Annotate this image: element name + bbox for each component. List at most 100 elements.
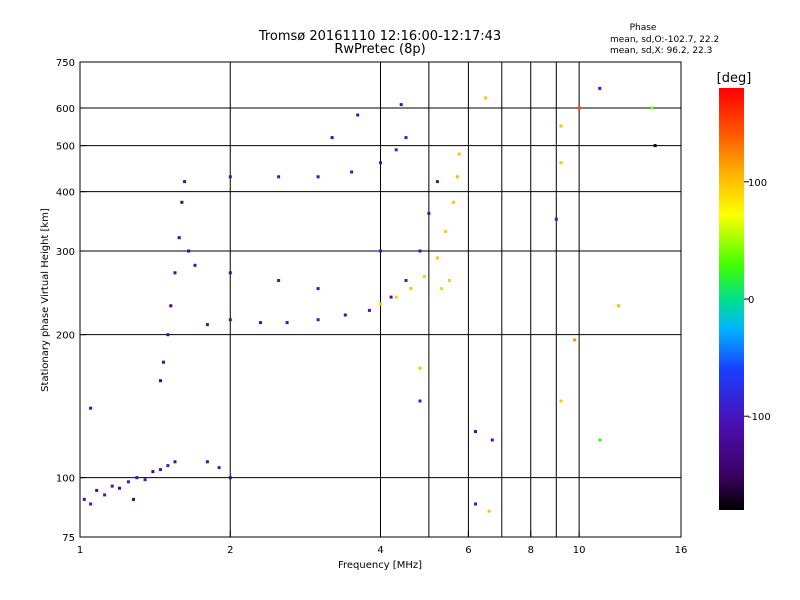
- echo-point: [151, 470, 155, 474]
- colorbar-tick-label: -100: [748, 412, 771, 423]
- echo-point: [451, 200, 455, 204]
- echo-point: [394, 295, 398, 299]
- echo-point: [444, 229, 448, 233]
- colorbar: [deg] -100 0 100: [717, 71, 771, 510]
- x-tick-label: 4: [377, 545, 383, 556]
- echo-point: [110, 484, 114, 488]
- echo-point: [228, 175, 232, 179]
- echo-point: [435, 256, 439, 260]
- echo-point: [598, 86, 602, 90]
- echo-point: [228, 271, 232, 275]
- echo-point: [427, 211, 431, 215]
- echo-point: [103, 493, 107, 497]
- chart-subtitle: RwPretec (8p): [334, 42, 425, 57]
- echo-point: [166, 464, 170, 468]
- echo-point: [82, 497, 86, 501]
- echo-point: [399, 103, 403, 107]
- echo-point: [404, 279, 408, 282]
- echo-point: [379, 302, 382, 306]
- echo-point: [126, 480, 130, 484]
- x-axis: 1 2 4 6 8 10 16: [77, 531, 688, 556]
- echo-point: [193, 263, 197, 267]
- echo-point: [474, 502, 477, 506]
- echo-point: [487, 509, 491, 513]
- echo-point: [418, 249, 422, 253]
- echo-point: [423, 275, 426, 279]
- echo-point: [653, 144, 657, 148]
- echo-point: [559, 124, 563, 128]
- stats-line-x: mean, sd,X: 96.2, 22.3: [610, 46, 712, 56]
- y-tick-label: 300: [56, 247, 75, 258]
- echo-point: [228, 476, 232, 480]
- echo-point: [484, 96, 488, 100]
- echo-point: [343, 313, 347, 317]
- echo-point: [448, 279, 451, 282]
- x-tick-label: 6: [465, 545, 471, 556]
- echo-point: [379, 161, 382, 165]
- y-tick-label: 600: [56, 104, 75, 115]
- colorbar-gradient: [719, 88, 744, 510]
- echo-point: [389, 295, 393, 299]
- echo-point: [205, 460, 209, 464]
- y-axis: 75 100 200 300 400 500 600 750: [56, 58, 86, 544]
- y-tick-label: 500: [56, 142, 75, 153]
- echo-point: [573, 338, 577, 342]
- echo-points: [82, 86, 657, 513]
- echo-point: [440, 287, 443, 291]
- echo-point: [316, 318, 320, 322]
- echo-point: [409, 287, 413, 291]
- echo-point: [559, 399, 563, 403]
- echo-point: [173, 271, 177, 275]
- y-tick-label: 100: [56, 474, 75, 485]
- echo-point: [316, 175, 320, 179]
- echo-point: [285, 321, 289, 325]
- echo-point: [180, 200, 184, 204]
- echo-point: [379, 249, 382, 253]
- echo-point: [118, 486, 121, 490]
- y-tick-label: 400: [56, 188, 75, 199]
- echo-point: [356, 113, 360, 117]
- echo-point: [177, 236, 181, 240]
- echo-point: [159, 379, 162, 383]
- echo-point: [490, 438, 494, 442]
- echo-point: [159, 468, 162, 472]
- echo-point: [457, 152, 461, 156]
- echo-point: [183, 180, 187, 184]
- echo-point: [394, 148, 398, 152]
- echo-point: [577, 106, 581, 110]
- echo-point: [166, 333, 170, 337]
- echo-point: [277, 279, 281, 282]
- x-tick-label: 8: [528, 545, 534, 556]
- echo-point: [132, 497, 135, 501]
- echo-point: [228, 318, 232, 322]
- x-tick-label: 1: [77, 545, 83, 556]
- echo-point: [173, 460, 177, 464]
- chart-title: Tromsø 20161110 12:16:00-12:17:43: [258, 29, 501, 44]
- echo-point: [367, 308, 371, 312]
- y-axis-label: Stationary phase Virtual Height [km]: [40, 208, 51, 392]
- colorbar-label: [deg]: [717, 71, 752, 86]
- x-tick-label: 2: [227, 545, 233, 556]
- echo-point: [330, 136, 334, 140]
- echo-point: [650, 106, 654, 110]
- echo-point: [559, 161, 563, 165]
- x-tick-label: 16: [675, 545, 688, 556]
- echo-point: [89, 406, 93, 410]
- echo-point: [277, 175, 281, 179]
- echo-point: [474, 430, 477, 434]
- echo-point: [217, 466, 221, 470]
- x-tick-label: 10: [573, 545, 586, 556]
- echo-point: [205, 323, 209, 327]
- echo-point: [598, 438, 602, 442]
- grid-lines: [80, 62, 681, 537]
- echo-point: [404, 136, 408, 140]
- echo-point: [89, 502, 93, 506]
- echo-point: [418, 399, 422, 403]
- echo-point: [95, 488, 99, 492]
- echo-point: [316, 287, 320, 291]
- echo-point: [143, 478, 147, 482]
- echo-point: [617, 304, 621, 308]
- y-tick-label: 200: [56, 331, 75, 342]
- y-tick-label: 75: [62, 533, 75, 544]
